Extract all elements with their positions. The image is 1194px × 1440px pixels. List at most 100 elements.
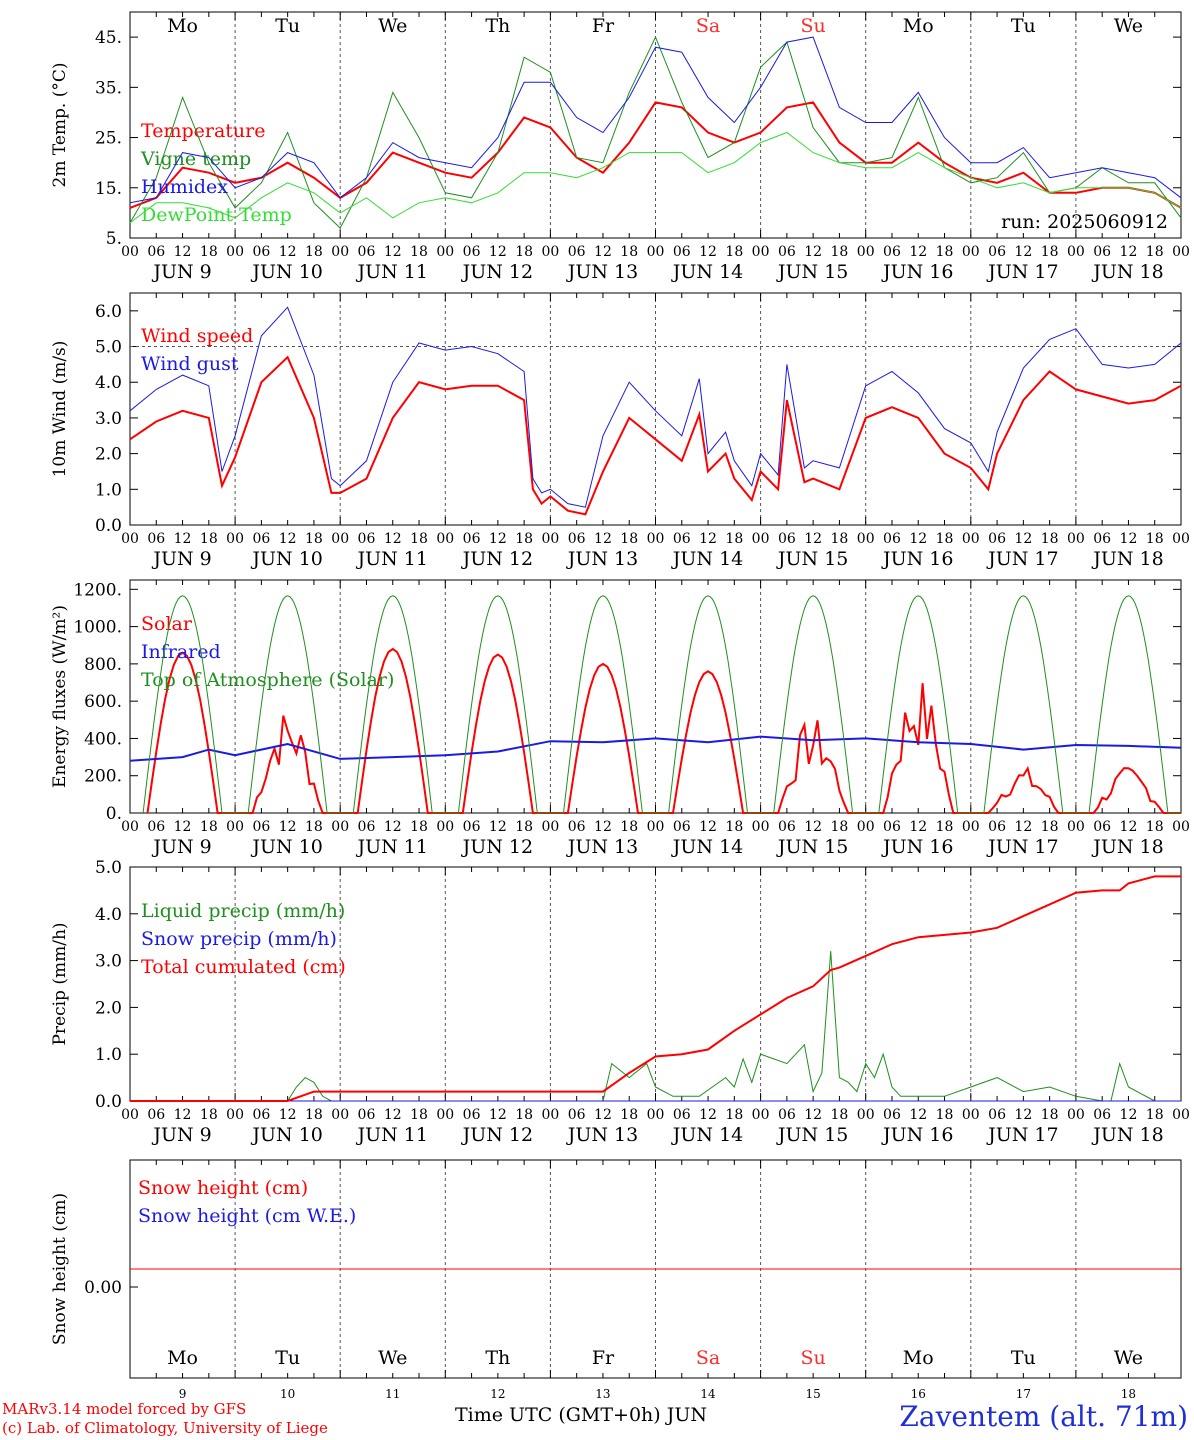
weekday-label: Mo	[167, 1347, 198, 1369]
station-title: Zaventem (alt. 71m)	[899, 1400, 1188, 1433]
hour-tick-label: 18	[936, 244, 954, 260]
hour-tick-label: 12	[909, 244, 927, 260]
hour-tick-label: 18	[515, 1107, 533, 1123]
hour-tick-label: 06	[988, 244, 1006, 260]
hour-tick-label: 18	[1146, 531, 1164, 547]
y-tick-label: 1.0	[95, 1045, 122, 1065]
day-number-label: 14	[700, 1387, 716, 1400]
y-tick-label: 5.0	[95, 858, 122, 878]
series-line	[129, 36, 1182, 204]
date-label: JUN 10	[250, 261, 322, 283]
hour-tick-label: 18	[831, 531, 849, 547]
y-tick-label: 200.	[84, 767, 122, 787]
weekday-label: We	[378, 1347, 407, 1369]
hour-tick-label: 12	[1014, 819, 1032, 835]
weekday-label: Mo	[903, 1347, 934, 1369]
hour-tick-label: 06	[358, 1107, 376, 1123]
weekday-label: Fr	[592, 1347, 615, 1369]
y-tick-label: 0.	[106, 804, 122, 824]
hour-tick-label: 00	[647, 244, 665, 260]
hour-tick-label: 12	[909, 1107, 927, 1123]
hour-tick-label: 06	[252, 244, 270, 260]
hour-tick-label: 12	[804, 244, 822, 260]
hour-tick-label: 06	[147, 1107, 165, 1123]
hour-tick-label: 00	[436, 819, 454, 835]
hour-tick-label: 06	[358, 531, 376, 547]
day-number-label: 11	[385, 1387, 400, 1400]
date-label: JUN 14	[671, 261, 743, 283]
hour-tick-label: 12	[279, 531, 297, 547]
date-label: JUN 15	[776, 836, 848, 858]
hour-tick-label: 00	[962, 1107, 980, 1123]
legend-entry: Temperature	[141, 120, 265, 142]
hour-tick-label: 06	[147, 244, 165, 260]
date-label: JUN 12	[461, 261, 533, 283]
hour-tick-label: 18	[200, 244, 218, 260]
weekday-label: Mo	[903, 15, 934, 37]
hour-tick-label: 18	[410, 819, 428, 835]
date-label: JUN 18	[1091, 1124, 1163, 1146]
hour-tick-label: 06	[988, 1107, 1006, 1123]
date-label: JUN 15	[776, 1124, 848, 1146]
hour-tick-label: 06	[568, 244, 586, 260]
weekday-label: Sa	[696, 15, 720, 37]
hour-tick-label: 12	[909, 819, 927, 835]
hour-tick-label: 00	[541, 531, 559, 547]
legend-entry: Snow precip (mm/h)	[141, 928, 337, 950]
hour-tick-label: 06	[883, 531, 901, 547]
legend-entry: Snow height (cm W.E.)	[138, 1205, 356, 1227]
legend-entry: Humidex	[141, 176, 228, 198]
hour-tick-label: 06	[673, 819, 691, 835]
y-tick-label: 4.0	[95, 905, 122, 925]
hour-tick-label: 06	[147, 531, 165, 547]
hour-tick-label: 18	[620, 819, 638, 835]
hour-tick-label: 18	[305, 819, 323, 835]
hour-tick-label: 18	[725, 244, 743, 260]
hour-tick-label: 06	[673, 1107, 691, 1123]
hour-tick-label: 18	[936, 819, 954, 835]
hour-tick-label: 06	[1093, 1107, 1111, 1123]
date-label: JUN 13	[566, 548, 638, 570]
y-tick-label: 45.	[95, 28, 122, 48]
hour-tick-label: 00	[436, 244, 454, 260]
footer-credits: MARv3.14 model forced by GFS (c) Lab. of…	[2, 1400, 328, 1438]
hour-tick-label: 06	[463, 819, 481, 835]
hour-tick-label: 12	[804, 819, 822, 835]
hour-tick-label: 06	[883, 244, 901, 260]
date-label: JUN 14	[671, 1124, 743, 1146]
weekday-label: We	[1114, 1347, 1143, 1369]
hour-tick-label: 18	[1041, 819, 1059, 835]
hour-tick-label: 00	[331, 1107, 349, 1123]
hour-tick-label: 12	[594, 1107, 612, 1123]
hour-tick-label: 18	[410, 244, 428, 260]
hour-tick-label: 06	[252, 1107, 270, 1123]
weekday-label: Tu	[1011, 1347, 1036, 1369]
y-tick-label: 1000.	[73, 618, 122, 638]
hour-tick-label: 18	[620, 244, 638, 260]
legend-entry: Liquid precip (mm/h)	[141, 900, 345, 922]
series-line	[130, 875, 1181, 1102]
hour-tick-label: 18	[515, 819, 533, 835]
date-label: JUN 14	[671, 836, 743, 858]
day-number-label: 9	[179, 1387, 187, 1400]
date-label: JUN 12	[461, 1124, 533, 1146]
date-label: JUN 9	[151, 1124, 211, 1146]
hour-tick-label: 18	[410, 531, 428, 547]
y-axis-label: 2m Temp. (°C)	[50, 62, 70, 187]
hour-tick-label: 12	[1014, 1107, 1032, 1123]
hour-tick-label: 00	[752, 1107, 770, 1123]
date-label: JUN 16	[881, 1124, 953, 1146]
y-tick-label: 600.	[84, 692, 122, 712]
hour-tick-label: 00	[331, 531, 349, 547]
hour-tick-label: 12	[804, 531, 822, 547]
y-tick-label: 800.	[84, 655, 122, 675]
weekday-label: Su	[801, 15, 826, 37]
y-tick-label: 5.0	[95, 338, 122, 358]
hour-tick-label: 12	[384, 244, 402, 260]
meteogram-chart: 5. 15. 25. 35. 45. 2m Temp. (°C) Temperature Vi…	[50, 11, 1190, 1400]
day-number-label: 18	[1121, 1387, 1136, 1400]
panel-1: 5. 15. 25. 35. 45. 2m Temp. (°C) Temperature Vi…	[50, 11, 1190, 283]
weekday-label: Tu	[275, 1347, 300, 1369]
y-tick-label: 4.0	[95, 373, 122, 393]
hour-tick-label: 12	[909, 531, 927, 547]
